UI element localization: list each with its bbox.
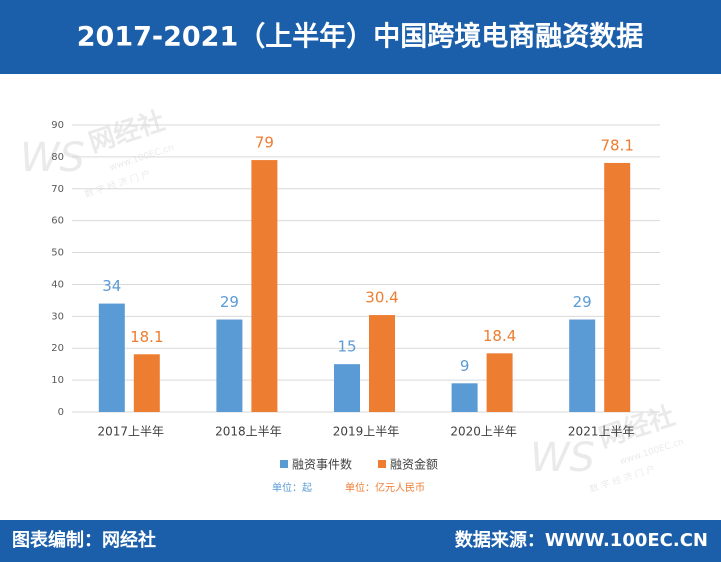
- chart-title: 2017-2021（上半年）中国跨境电商融资数据: [77, 21, 644, 53]
- x-tick-label: 2017上半年: [98, 425, 165, 439]
- bar: [216, 319, 243, 412]
- bar: [569, 319, 596, 412]
- data-label: 78.1: [600, 136, 633, 154]
- watermark-logo: WS: [20, 135, 85, 181]
- data-label: 9: [460, 357, 470, 375]
- bar: [451, 383, 478, 412]
- bar: [251, 160, 278, 412]
- legend-label: 融资事件数: [292, 457, 352, 472]
- footer-band: [0, 520, 721, 562]
- y-tick-label: 90: [51, 120, 64, 131]
- data-label: 15: [337, 338, 356, 356]
- header-band: [0, 0, 721, 74]
- data-label: 29: [220, 293, 239, 311]
- footer-credit: 图表编制：网经社: [12, 529, 156, 551]
- y-tick-label: 50: [51, 248, 64, 259]
- x-tick-label: 2018上半年: [215, 425, 282, 439]
- legend-label: 融资金额: [390, 457, 438, 472]
- bar: [369, 315, 395, 412]
- legend-swatch: [378, 460, 387, 468]
- watermark-logo: WS: [530, 435, 595, 481]
- data-label: 18.4: [483, 327, 516, 345]
- y-tick-label: 70: [51, 184, 64, 195]
- legend-swatch: [280, 460, 288, 468]
- x-tick-label: 2019上半年: [333, 425, 400, 439]
- bar: [604, 162, 631, 412]
- y-tick-label: 40: [51, 279, 64, 290]
- data-label: 30.4: [365, 289, 398, 307]
- y-tick-label: 0: [58, 407, 64, 418]
- y-tick-label: 30: [51, 311, 64, 322]
- bar: [334, 364, 360, 412]
- unit-label: 单位：亿元人民币: [345, 481, 425, 494]
- data-label: 79: [255, 134, 274, 152]
- data-label: 18.1: [130, 328, 163, 346]
- x-tick-label: 2020上半年: [450, 425, 517, 439]
- data-label: 34: [102, 277, 121, 295]
- bar: [133, 354, 160, 412]
- bar: [486, 353, 513, 412]
- unit-label: 单位：起: [272, 481, 312, 494]
- bar: [98, 303, 125, 412]
- y-tick-label: 10: [51, 375, 64, 386]
- footer-source: 数据来源：WWW.100EC.CN: [455, 529, 708, 551]
- data-label: 29: [573, 293, 592, 311]
- y-tick-label: 80: [51, 152, 64, 163]
- y-tick-label: 20: [51, 343, 64, 354]
- y-tick-label: 60: [51, 216, 64, 227]
- x-tick-label: 2021上半年: [568, 425, 635, 439]
